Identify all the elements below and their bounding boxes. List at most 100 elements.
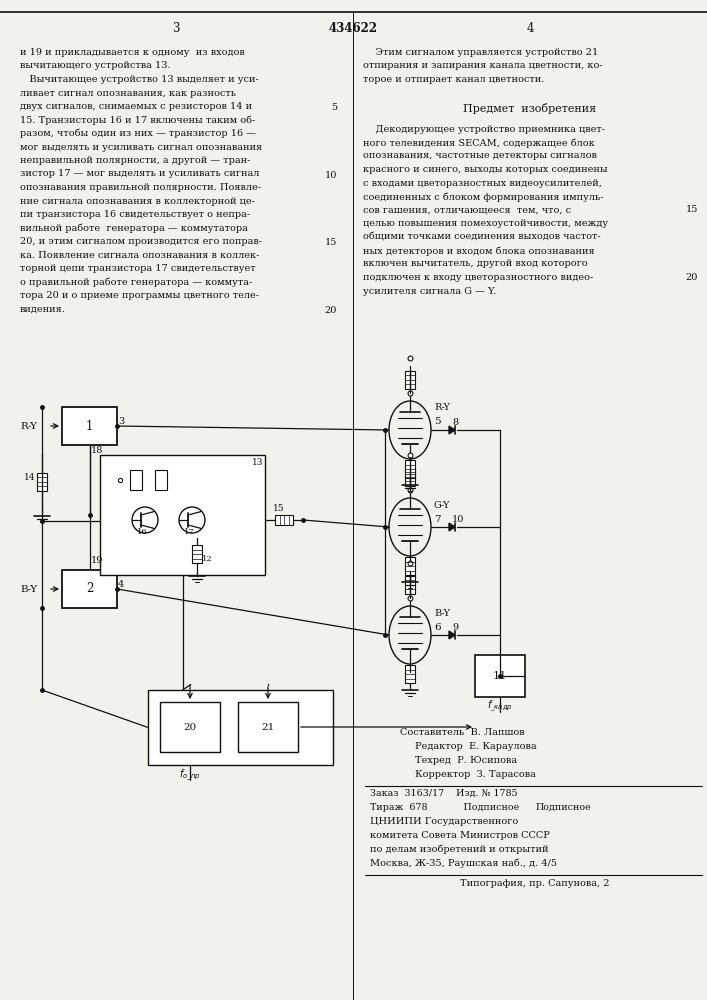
Text: соединенных с блоком формирования импуль-: соединенных с блоком формирования импуль… [363,192,604,202]
Text: Редактор  Е. Караулова: Редактор Е. Караулова [415,742,537,751]
Text: 5: 5 [434,418,440,426]
Bar [405,468,415,486]
Text: 3: 3 [118,417,124,426]
Bar [405,557,415,575]
Text: тора 20 и о приеме программы цветного теле-: тора 20 и о приеме программы цветного те… [20,291,259,300]
Text: торое и отпирает канал цветности.: торое и отпирает канал цветности. [363,75,544,84]
Text: и 19 и прикладывается к одному  из входов: и 19 и прикладывается к одному из входов [20,48,245,57]
Text: 11: 11 [493,671,507,681]
Text: Техред  Р. Юсипова: Техред Р. Юсипова [415,756,517,765]
Text: отпирания и запирания канала цветности, ко-: отпирания и запирания канала цветности, … [363,62,602,70]
Text: включен вычитатель, другой вход которого: включен вычитатель, другой вход которого [363,259,588,268]
Text: комитета Совета Министров СССР: комитета Совета Министров СССР [370,831,550,840]
Text: 5: 5 [331,103,337,112]
Text: Заказ  3163/17    Изд. № 1785: Заказ 3163/17 Изд. № 1785 [370,789,518,798]
Text: 16: 16 [137,528,148,536]
Text: 4: 4 [526,22,534,35]
Text: усилителя сигнала G — Y.: усилителя сигнала G — Y. [363,286,496,296]
Bar [405,460,415,478]
Text: по делам изобретений и открытий: по делам изобретений и открытий [370,845,549,854]
Polygon shape [449,523,455,531]
Text: подключен к входу цветоразностного видео-: подключен к входу цветоразностного видео… [363,273,593,282]
Bar [155,470,167,490]
Text: двух сигналов, снимаемых с резисторов 14 и: двух сигналов, снимаемых с резисторов 14… [20,102,252,111]
Text: 15: 15 [686,206,698,215]
Text: неправильной полярности, а другой — тран-: неправильной полярности, а другой — тран… [20,156,250,165]
Text: Подписное: Подписное [535,803,591,812]
Text: Корректор  З. Тарасова: Корректор З. Тарасова [415,770,536,779]
Bar [405,370,415,388]
Bar [192,545,202,563]
Text: R-Y: R-Y [434,403,450,412]
Text: 15. Транзисторы 16 и 17 включены таким об-: 15. Транзисторы 16 и 17 включены таким о… [20,115,255,125]
Text: Составитель  В. Лапшов: Составитель В. Лапшов [400,728,525,737]
Text: опознавания, частотные детекторы сигналов: опознавания, частотные детекторы сигнало… [363,151,597,160]
Bar [405,665,415,683]
Bar [62,570,117,608]
Text: целью повышения помехоустойчивости, между: целью повышения помехоустойчивости, межд… [363,219,608,228]
Text: ка. Появление сигнала опознавания в коллек-: ка. Появление сигнала опознавания в колл… [20,250,259,259]
Text: 2: 2 [86,582,93,595]
Text: $f_{\_кадр}$: $f_{\_кадр}$ [487,699,513,714]
Text: 1: 1 [86,420,93,432]
Text: видения.: видения. [20,304,66,314]
Text: $f_{o\_пр}$: $f_{o\_пр}$ [180,768,201,783]
Text: красного и синего, выходы которых соединены: красного и синего, выходы которых соедин… [363,165,607,174]
Text: Тираж  678            Подписное: Тираж 678 Подписное [370,803,519,812]
Polygon shape [449,426,455,434]
Text: мог выделять и усиливать сигнал опознавания: мог выделять и усиливать сигнал опознава… [20,142,262,151]
Text: опознавания правильной полярности. Появле-: опознавания правильной полярности. Появл… [20,183,261,192]
Text: ние сигнала опознавания в коллекторной це-: ние сигнала опознавания в коллекторной ц… [20,196,255,206]
Text: 20: 20 [686,273,698,282]
Text: с входами цветоразностных видеоусилителей,: с входами цветоразностных видеоусилителе… [363,178,602,188]
Text: о правильной работе генератора — коммута-: о правильной работе генератора — коммута… [20,277,252,287]
Text: Москва, Ж-35, Раушская наб., д. 4/5: Москва, Ж-35, Раушская наб., д. 4/5 [370,859,557,868]
Text: ных детекторов и входом блока опознавания: ных детекторов и входом блока опознавани… [363,246,595,255]
Bar [160,702,220,752]
Text: сов гашения, отличающееся  тем, что, с: сов гашения, отличающееся тем, что, с [363,206,571,215]
Text: R-Y: R-Y [20,422,37,431]
Text: 9: 9 [452,623,458,632]
Text: 3: 3 [173,22,180,35]
Bar [238,702,298,752]
Text: ного телевидения SECAM, содержащее блок: ного телевидения SECAM, содержащее блок [363,138,595,147]
Bar [130,470,142,490]
Text: 7: 7 [434,514,440,524]
Bar [275,515,293,525]
Text: 15: 15 [273,504,285,513]
Text: B-Y: B-Y [434,608,450,617]
Text: 8: 8 [452,418,458,427]
Text: Декодирующее устройство приемника цвет-: Декодирующее устройство приемника цвет- [363,124,605,133]
Polygon shape [449,631,455,639]
Text: 20: 20 [183,722,197,732]
Text: вычитающего устройства 13.: вычитающего устройства 13. [20,62,170,70]
Text: 20, и этим сигналом производится его поправ-: 20, и этим сигналом производится его поп… [20,237,262,246]
Text: 4: 4 [118,580,124,589]
Text: 12: 12 [202,555,213,563]
Text: торной цепи транзистора 17 свидетельствует: торной цепи транзистора 17 свидетельству… [20,264,256,273]
Text: Этим сигналом управляется устройство 21: Этим сигналом управляется устройство 21 [363,48,598,57]
Text: Вычитающее устройство 13 выделяет и уси-: Вычитающее устройство 13 выделяет и уси- [20,75,259,84]
Bar [37,473,47,490]
Text: 21: 21 [262,722,274,732]
Text: 10: 10 [452,515,464,524]
Text: разом, чтобы один из них — транзистор 16 —: разом, чтобы один из них — транзистор 16… [20,129,256,138]
Text: 13: 13 [252,458,263,467]
Text: ЦНИИПИ Государственного: ЦНИИПИ Государственного [370,817,518,826]
Text: B-Y: B-Y [20,585,37,594]
Text: 434622: 434622 [329,22,378,35]
Bar [405,576,415,593]
Text: общими точками соединения выходов частот-: общими точками соединения выходов частот… [363,232,601,241]
Text: 20: 20 [325,306,337,315]
Text: пи транзистора 16 свидетельствует о непра-: пи транзистора 16 свидетельствует о непр… [20,210,250,219]
Bar [148,690,333,765]
Text: 17: 17 [184,528,194,536]
Bar [475,655,525,697]
Text: 19: 19 [90,556,103,565]
Bar [62,407,117,445]
Text: 6: 6 [434,622,440,632]
Text: 18: 18 [90,446,103,455]
Text: вильной работе  генератора — коммутатора: вильной работе генератора — коммутатора [20,224,248,233]
Text: зистор 17 — мог выделять и усиливать сигнал: зистор 17 — мог выделять и усиливать сиг… [20,169,259,178]
Text: G-Y: G-Y [434,500,450,510]
